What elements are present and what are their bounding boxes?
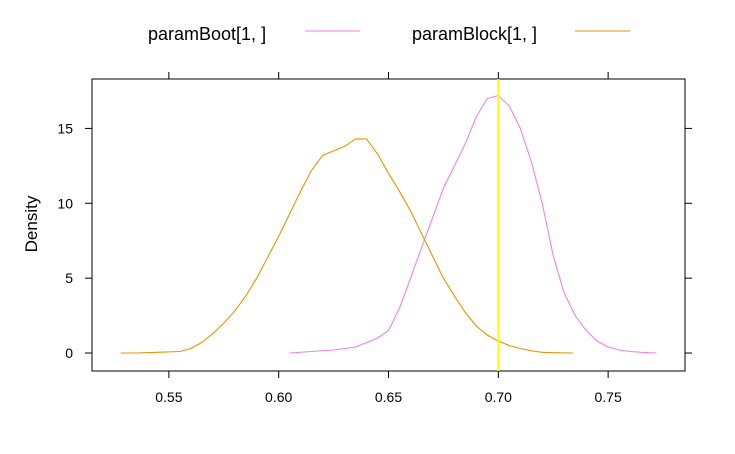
legend-label-paramboot: paramBoot[1, ] [148, 24, 266, 44]
y-tick-label: 15 [57, 120, 73, 136]
legend-label-paramblock: paramBlock[1, ] [412, 24, 537, 44]
plot-frame [91, 78, 686, 372]
series-layer [120, 94, 657, 354]
density-line-paramblock-1 [120, 138, 574, 354]
x-tick-label: 0.75 [595, 389, 622, 405]
x-tick-label: 0.55 [155, 389, 182, 405]
axis-ticks: 0.55 0.60 0.65 0.70 0.75 0 5 10 15 [57, 72, 692, 405]
x-tick-label: 0.60 [265, 389, 292, 405]
x-tick-label: 0.70 [485, 389, 512, 405]
density-line-paramboot-1 [289, 94, 657, 354]
y-tick-label: 5 [65, 270, 73, 286]
y-tick-label: 10 [57, 195, 73, 211]
legend: paramBoot[1, ] paramBlock[1, ] [148, 24, 630, 44]
x-tick-label: 0.65 [375, 389, 402, 405]
y-tick-label: 0 [65, 345, 73, 361]
y-axis-label: Density [22, 195, 41, 252]
